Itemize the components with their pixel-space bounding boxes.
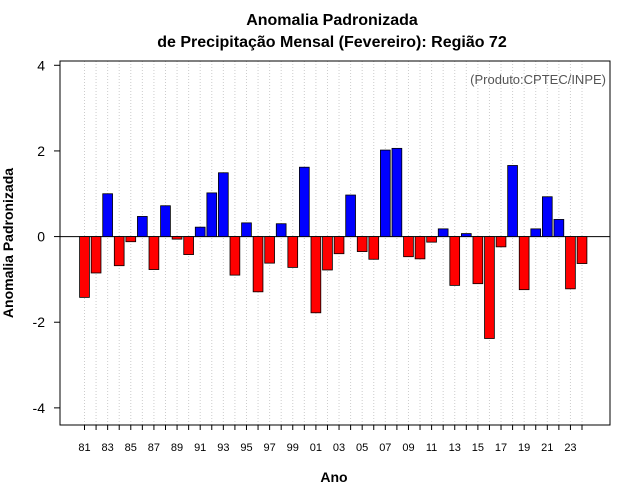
plot-frame (59, 60, 611, 426)
bar-1985 (125, 236, 137, 243)
bar-1981 (79, 236, 90, 298)
y-tick-label: 4 (37, 57, 45, 73)
bar-2016 (484, 236, 495, 339)
bar-2023 (565, 236, 576, 290)
x-tick-label: 17 (495, 442, 507, 454)
x-tick-label: 87 (148, 442, 160, 454)
bar-2022 (553, 219, 565, 237)
x-tick-label: 93 (217, 442, 229, 454)
bar-1992 (206, 192, 218, 237)
bar-2007 (380, 149, 391, 237)
bar-1995 (241, 222, 252, 237)
bar-2013 (449, 236, 461, 286)
y-tick-label: 0 (37, 229, 45, 245)
bar-2004 (345, 194, 356, 237)
x-tick-label: 13 (449, 442, 461, 454)
bar-1989 (171, 236, 183, 240)
bar-1998 (275, 223, 287, 237)
x-tick-label: 81 (78, 442, 90, 454)
bar-2002 (322, 236, 333, 271)
bar-1999 (287, 236, 299, 268)
x-tick-label: 89 (171, 442, 183, 454)
bar-2011 (426, 236, 437, 243)
y-axis: -4 -2 0 2 4 (33, 57, 60, 416)
x-tick-label: 15 (472, 442, 484, 454)
bar-2012 (437, 228, 449, 237)
bar-1997 (264, 236, 275, 264)
bar-2020 (530, 228, 542, 237)
bar-2008 (391, 147, 403, 237)
bar-2005 (356, 236, 368, 252)
x-tick-label: 03 (333, 442, 345, 454)
bar-2015 (472, 236, 484, 285)
bar-1993 (218, 172, 229, 237)
x-tick-label: 19 (518, 442, 530, 454)
bar-1988 (160, 205, 171, 237)
bar-2006 (368, 236, 380, 260)
x-tick-label: 05 (356, 442, 368, 454)
chart-title: Anomalia Padronizada (246, 12, 418, 29)
bar-2019 (518, 236, 530, 291)
bar-2017 (495, 236, 507, 248)
bar-2018 (507, 165, 518, 237)
x-axis: 81 83 85 87 89 91 93 95 97 99 01 03 05 07 09 11 13 15 17 19… (78, 425, 583, 454)
bar-2009 (403, 236, 414, 258)
bar-2003 (333, 236, 345, 255)
x-tick-label: 11 (426, 442, 437, 454)
bar-1991 (194, 226, 206, 237)
bar-2000 (299, 166, 310, 237)
x-tick-label: 83 (102, 442, 114, 454)
y-axis-title: Anomalia Padronizada (0, 168, 16, 318)
x-tick-label: 95 (240, 442, 252, 454)
x-tick-label: 09 (402, 442, 414, 454)
x-tick-label: 85 (125, 442, 137, 454)
grid-lines (84, 61, 583, 425)
x-tick-label: 01 (310, 442, 322, 454)
bar-1987 (148, 236, 160, 270)
bar-1983 (102, 193, 113, 237)
y-tick-label: 2 (37, 143, 45, 159)
bars (79, 147, 588, 339)
chart-subtitle: de Precipitação Mensal (Fevereiro): Regi… (157, 34, 507, 51)
bar-2010 (414, 236, 426, 260)
bar-1994 (229, 236, 241, 276)
bar-1984 (113, 236, 125, 267)
x-tick-label: 07 (379, 442, 391, 454)
bar-2024 (576, 236, 588, 264)
x-tick-label: 23 (564, 442, 576, 454)
y-tick-label: -4 (33, 400, 46, 416)
bar-2021 (542, 196, 553, 237)
bar-2014 (461, 233, 472, 237)
x-tick-label: 91 (194, 442, 206, 454)
bar-2001 (310, 236, 322, 314)
x-tick-label: 21 (541, 442, 553, 454)
bar-1996 (252, 236, 264, 293)
x-axis-title: Ano (320, 469, 347, 485)
credit-label: (Produto:CPTEC/INPE) (470, 72, 606, 87)
x-tick-label: 99 (287, 442, 299, 454)
x-tick-label: 97 (263, 442, 275, 454)
y-tick-label: -2 (33, 314, 46, 330)
bar-1990 (183, 236, 194, 255)
bar-1986 (137, 216, 148, 237)
bar-1982 (90, 236, 102, 274)
